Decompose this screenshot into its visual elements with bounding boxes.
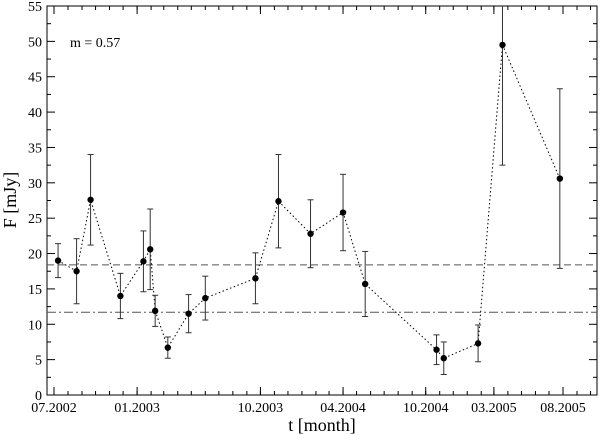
data-point (307, 230, 314, 237)
data-point (146, 246, 154, 253)
connector-lines (57, 44, 561, 359)
data-point (556, 175, 564, 182)
x-axis-label: t [month] (288, 415, 356, 435)
connector-line (57, 44, 561, 359)
x-tick-label: 03.2005 (471, 401, 517, 416)
y-tick-label: 55 (28, 0, 42, 15)
y-tick-label: 10 (28, 318, 42, 333)
data-point (275, 198, 282, 205)
data-point (252, 275, 259, 282)
data-point (185, 310, 192, 317)
data-point (440, 355, 447, 362)
data-point (433, 346, 440, 353)
y-tick-label: 5 (35, 354, 42, 369)
y-axis-label: F [mJy] (0, 172, 20, 229)
x-tick-label: 10.2004 (403, 401, 449, 416)
y-tick-label: 0 (35, 389, 42, 404)
y-tick-label: 45 (28, 71, 42, 86)
y-tick-label: 15 (28, 283, 42, 298)
y-tick-label: 50 (28, 35, 42, 50)
x-tick-label: 08.2005 (540, 401, 586, 416)
x-tick-label: 07.2002 (31, 401, 77, 416)
reference-lines (47, 264, 597, 313)
annotation-label: m = 0.57 (70, 36, 120, 51)
x-tick-label: 04.2004 (320, 401, 366, 416)
x-tick-label: 01.2003 (114, 401, 160, 416)
y-tick-label: 30 (28, 177, 42, 192)
x-tick-label: 10.2003 (238, 401, 284, 416)
y-tick-label: 35 (28, 141, 42, 156)
y-axis-ticks: 0 5 10 15 20 25 30 35 40 45 50 55 (28, 0, 597, 404)
data-points (54, 41, 564, 362)
data-point (474, 340, 482, 347)
y-tick-label: 20 (28, 248, 42, 263)
data-point (54, 257, 62, 264)
y-tick-label: 25 (28, 212, 42, 227)
data-point (202, 294, 209, 302)
error-bars (55, 6, 563, 375)
data-point (117, 292, 124, 300)
data-point (140, 258, 147, 265)
x-axis-ticks: 07.2002 01.2003 10.2003 04.2004 10.2004 03.20… (31, 6, 592, 416)
y-tick-label: 40 (28, 106, 42, 121)
plot-frame (46, 5, 598, 396)
data-point (151, 307, 159, 315)
data-point (361, 280, 369, 288)
plot-area: 0 5 10 15 20 25 30 35 40 45 50 55 07.2002 01.2003 10.… (28, 0, 598, 416)
data-point (87, 196, 94, 203)
data-point (164, 344, 172, 351)
data-point (339, 209, 347, 216)
data-point (499, 41, 506, 49)
data-point (73, 268, 80, 275)
